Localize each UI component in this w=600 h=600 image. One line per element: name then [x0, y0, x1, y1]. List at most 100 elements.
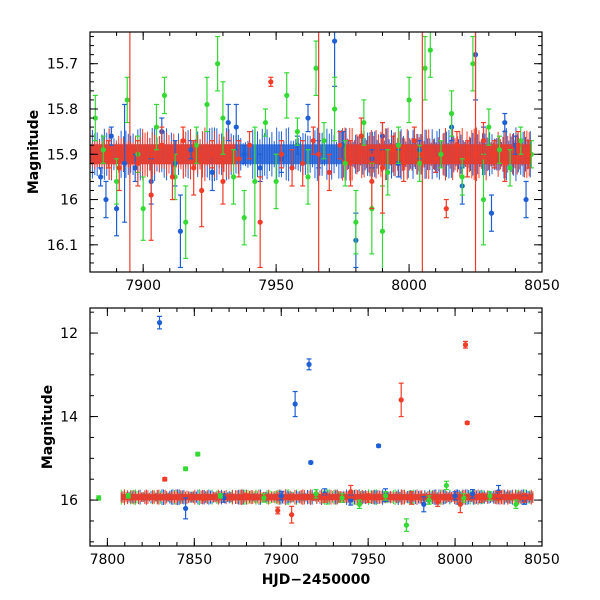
data-point	[369, 178, 375, 185]
data-point	[411, 138, 417, 144]
data-point	[502, 160, 508, 166]
data-point	[278, 493, 284, 499]
data-point	[169, 174, 176, 180]
data-point	[108, 133, 114, 139]
data-point	[438, 151, 444, 157]
data-point	[106, 151, 112, 157]
data-point	[230, 174, 237, 180]
x-tick-label: 8050	[524, 552, 560, 568]
data-point	[177, 228, 183, 234]
data-point	[217, 493, 223, 499]
data-point	[191, 165, 197, 171]
x-tick-label: 8000	[437, 552, 473, 568]
data-point	[502, 119, 508, 126]
data-point	[284, 92, 290, 98]
data-point	[422, 65, 428, 71]
data-point	[313, 491, 319, 497]
data-point	[401, 160, 407, 166]
data-point	[148, 192, 154, 198]
data-point	[348, 497, 354, 503]
data-point	[452, 493, 458, 499]
x-tick-label: 8050	[524, 278, 560, 294]
data-point	[310, 138, 316, 144]
data-point	[98, 174, 104, 180]
data-point	[292, 401, 298, 407]
data-point	[220, 178, 226, 185]
data-point	[379, 228, 386, 234]
x-tick-label: 7900	[263, 552, 299, 568]
data-point	[398, 397, 404, 403]
data-point	[469, 491, 476, 497]
bottom-panel-frame	[89, 307, 543, 547]
data-point	[199, 187, 205, 194]
data-point	[161, 92, 168, 98]
y-tick-label: 12	[60, 326, 78, 342]
data-point	[348, 489, 354, 495]
bottom-panel-data	[96, 315, 534, 532]
data-point	[361, 119, 367, 126]
data-point	[209, 169, 215, 175]
data-point	[121, 160, 128, 166]
data-point	[375, 443, 382, 449]
x-axis-title: HJD−2450000	[262, 572, 371, 588]
data-point	[257, 219, 263, 225]
data-point	[159, 142, 165, 148]
data-point	[273, 178, 279, 185]
data-point	[289, 512, 295, 518]
data-point	[461, 495, 467, 501]
dense-band-2	[121, 494, 534, 501]
data-point	[470, 61, 476, 67]
data-point	[358, 133, 364, 139]
data-point	[220, 115, 226, 121]
x-tick-label: 7850	[176, 552, 212, 568]
data-point	[526, 151, 532, 157]
data-point	[204, 101, 210, 108]
data-point	[275, 507, 281, 514]
data-point	[427, 47, 433, 53]
data-point	[495, 493, 502, 499]
data-point	[246, 142, 253, 148]
data-point	[135, 160, 141, 166]
data-point	[486, 124, 492, 130]
top-panel: 7900 7950 8000 8050 15.7 15.8 15.9 16 16.1 Magni…	[26, 31, 560, 294]
data-point	[156, 320, 163, 326]
bottom-y-axis-title: Magnitude	[40, 385, 56, 469]
data-point	[183, 466, 189, 472]
x-tick-label: 7950	[350, 552, 386, 568]
data-point	[426, 497, 432, 503]
data-point	[268, 79, 274, 85]
data-point	[457, 501, 463, 507]
data-point	[409, 495, 415, 501]
plot-area	[90, 32, 534, 272]
data-point	[385, 169, 391, 175]
data-point	[252, 178, 258, 185]
data-point	[496, 147, 503, 153]
x-tick-label: 7800	[90, 552, 126, 568]
x-tick-label: 7900	[125, 278, 161, 294]
top-panel-frame	[89, 31, 543, 273]
y-tick-label: 14	[60, 410, 78, 426]
data-point	[518, 138, 524, 144]
data-point	[454, 142, 460, 148]
data-point	[193, 142, 199, 148]
data-point	[356, 501, 363, 507]
data-point	[113, 178, 120, 185]
data-point	[326, 169, 332, 175]
data-point	[332, 38, 338, 44]
data-point	[305, 174, 311, 180]
data-point	[195, 451, 201, 457]
top-y-axis-title: Magnitude	[26, 110, 42, 194]
data-point	[188, 147, 194, 153]
data-point	[347, 160, 354, 166]
data-point	[96, 495, 102, 501]
data-point	[421, 501, 427, 507]
data-point	[449, 110, 455, 117]
data-point	[390, 147, 396, 153]
data-point	[233, 124, 239, 130]
data-point	[241, 215, 247, 221]
data-point	[289, 165, 295, 171]
data-point	[382, 493, 389, 499]
data-point	[200, 495, 206, 501]
data-point	[491, 151, 497, 157]
